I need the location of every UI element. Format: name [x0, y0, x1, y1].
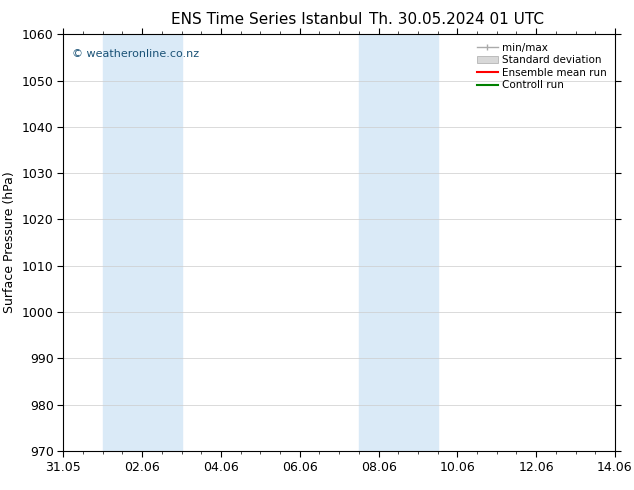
Bar — [103, 34, 181, 451]
Text: © weatheronline.co.nz: © weatheronline.co.nz — [72, 49, 199, 59]
Text: Th. 30.05.2024 01 UTC: Th. 30.05.2024 01 UTC — [369, 12, 544, 27]
Bar — [359, 34, 437, 451]
Text: ENS Time Series Istanbul: ENS Time Series Istanbul — [171, 12, 362, 27]
Y-axis label: Surface Pressure (hPa): Surface Pressure (hPa) — [3, 172, 16, 314]
Legend: min/max, Standard deviation, Ensemble mean run, Controll run: min/max, Standard deviation, Ensemble me… — [474, 40, 610, 94]
